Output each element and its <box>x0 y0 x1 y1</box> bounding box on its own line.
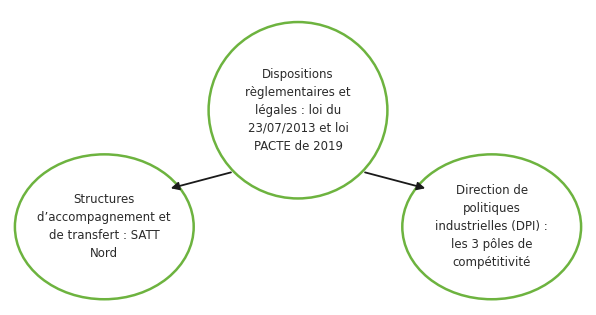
Text: Dispositions
règlementaires et
légales : loi du
23/07/2013 et loi
PACTE de 2019: Dispositions règlementaires et légales :… <box>245 68 351 153</box>
Text: Direction de
politiques
industrielles (DPI) :
les 3 pôles de
compétitivité: Direction de politiques industrielles (D… <box>435 184 548 269</box>
Text: Structures
d’accompagnement et
de transfert : SATT
Nord: Structures d’accompagnement et de transf… <box>38 193 171 260</box>
Ellipse shape <box>402 154 581 299</box>
Ellipse shape <box>15 154 194 299</box>
Ellipse shape <box>209 22 387 198</box>
